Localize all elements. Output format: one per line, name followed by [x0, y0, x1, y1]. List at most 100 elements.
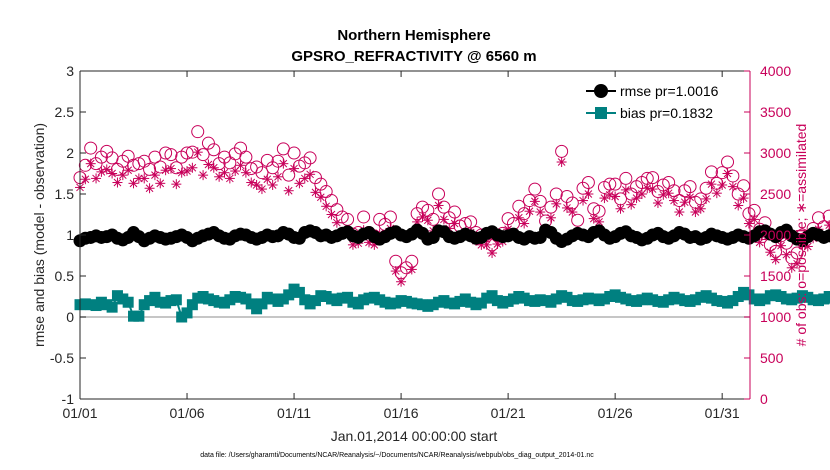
assimilated-obs-marker [524, 206, 535, 217]
possible-obs-marker [159, 146, 173, 160]
bias-point [122, 296, 134, 308]
possible-obs-marker [78, 158, 92, 172]
possible-obs-marker [164, 148, 178, 162]
assimilated-obs-marker [519, 218, 530, 229]
y-right-tick-label: 2500 [760, 186, 791, 202]
assimilated-obs-marker [594, 216, 605, 227]
possible-obs-marker [560, 189, 574, 203]
assimilated-obs-marker [669, 195, 680, 206]
y-left-tick-label: 2.5 [55, 104, 75, 120]
possible-obs-marker [432, 187, 446, 201]
y-right-axis-label: # of obs: o=possible; ∗=assimilated [793, 124, 809, 347]
possible-obs-marker [191, 125, 205, 139]
assimilated-obs-marker [824, 220, 830, 231]
bias-point [283, 289, 295, 301]
assimilated-obs-marker [711, 188, 722, 199]
bias-point [186, 299, 198, 311]
assimilated-obs-marker [315, 192, 326, 203]
assimilated-obs-marker [481, 239, 492, 250]
assimilated-obs-marker [642, 183, 653, 194]
assimilated-obs-marker [786, 262, 797, 273]
possible-obs-marker [239, 150, 253, 164]
assimilated-obs-marker [679, 197, 690, 208]
assimilated-obs-marker [417, 211, 428, 222]
assimilated-obs-marker [326, 209, 337, 220]
assimilated-obs-marker [198, 170, 209, 181]
bias-point [256, 298, 268, 310]
assimilated-obs-marker [561, 202, 572, 213]
assimilated-obs-marker [690, 207, 701, 218]
assimilated-obs-marker [214, 171, 225, 182]
assimilated-obs-marker [224, 173, 235, 184]
y-left-tick-label: 2 [66, 145, 74, 161]
x-tick-label: 01/21 [491, 405, 526, 421]
assimilated-obs-marker [685, 192, 696, 203]
possible-obs-marker [608, 177, 622, 191]
assimilated-obs-marker [283, 185, 294, 196]
assimilated-obs-marker [406, 264, 417, 275]
possible-obs-marker [373, 212, 387, 226]
y-left-tick-label: 1.5 [55, 186, 75, 202]
y-right-tick-label: 500 [760, 350, 784, 366]
assimilated-obs-marker [80, 174, 91, 185]
legend-rmse-dot [594, 84, 608, 98]
assimilated-obs-marker [781, 249, 792, 260]
assimilated-obs-marker [652, 198, 663, 209]
possible-obs-marker [651, 185, 665, 199]
assimilated-obs-marker [620, 184, 631, 195]
assimilated-obs-marker [535, 207, 546, 218]
assimilated-obs-marker [390, 266, 401, 277]
possible-obs-marker [282, 168, 296, 182]
bias-point [293, 286, 305, 298]
possible-obs-marker [448, 205, 462, 219]
bias-point [823, 291, 830, 302]
possible-obs-marker [437, 200, 451, 214]
possible-obs-marker [180, 146, 194, 160]
assimilated-obs-marker [123, 165, 134, 176]
possible-obs-marker [811, 211, 825, 225]
assimilated-obs-marker [171, 179, 182, 190]
assimilated-obs-marker [792, 258, 803, 269]
possible-obs-marker [84, 141, 98, 155]
possible-obs-marker [303, 151, 317, 165]
assimilated-obs-marker [256, 184, 267, 195]
assimilated-obs-marker [240, 167, 251, 178]
assimilated-obs-marker [267, 179, 278, 190]
assimilated-obs-marker [433, 200, 444, 211]
assimilated-obs-marker [727, 181, 738, 192]
legend-rmse-marker [586, 84, 616, 98]
axes [79, 70, 751, 400]
assimilated-obs-marker [251, 179, 262, 190]
possible-obs-marker [298, 156, 312, 170]
y-left-tick-label: 1 [66, 227, 74, 243]
assimilated-obs-marker [289, 163, 300, 174]
x-tick-label: 01/01 [62, 405, 97, 421]
assimilated-obs-marker [139, 173, 150, 184]
y-left-tick-labels: -1 -0.5 0 0.5 1 1.5 2 2.5 3 [50, 63, 74, 407]
assimilated-obs-marker [749, 214, 760, 225]
possible-obs-marker [271, 154, 285, 168]
bias-point [106, 301, 118, 313]
possible-obs-marker [571, 213, 585, 227]
assimilated-obs-marker [588, 213, 599, 224]
possible-obs-marker [255, 166, 269, 180]
assimilated-obs-marker [674, 207, 685, 218]
x-tick-labels: 01/01 01/06 01/11 01/16 01/21 01/26 01/31 [62, 405, 739, 421]
assimilated-obs-marker [487, 248, 498, 259]
assimilated-obs-marker [85, 158, 96, 169]
assimilated-obs-marker [273, 171, 284, 182]
x-tick-label: 01/31 [705, 405, 740, 421]
assimilated-obs-marker [203, 159, 214, 170]
assimilated-obs-marker [165, 163, 176, 174]
possible-obs-marker [646, 171, 660, 185]
assimilated-obs-marker [396, 276, 407, 287]
assimilated-obs-marker [144, 183, 155, 194]
possible-obs-marker [308, 171, 322, 185]
assimilated-obs-marker [765, 247, 776, 258]
bias-series [74, 283, 830, 323]
assimilated-obs-marker [695, 203, 706, 214]
data-file-footnote: data file: /Users/gharamti/Documents/NCA… [200, 452, 594, 459]
legend-bias-square [595, 107, 607, 119]
x-tick-label: 01/06 [170, 405, 205, 421]
assimilated-obs-marker [305, 169, 316, 180]
